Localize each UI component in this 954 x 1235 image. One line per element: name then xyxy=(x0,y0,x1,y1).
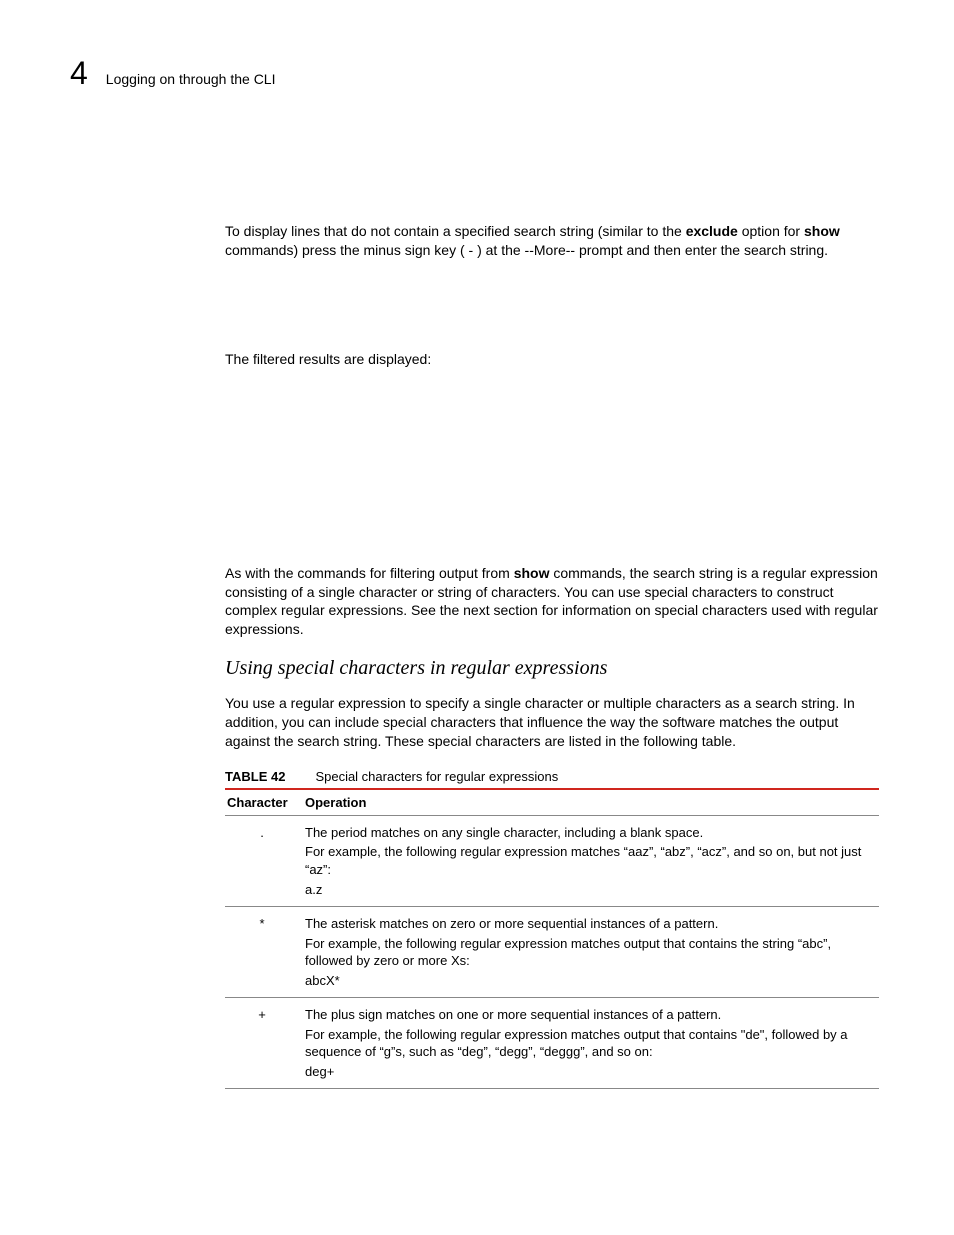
table-row: * The asterisk matches on zero or more s… xyxy=(225,907,879,998)
op-example: For example, the following regular expre… xyxy=(305,935,873,970)
op-code: deg+ xyxy=(305,1063,873,1081)
text: commands) press the minus sign key ( - )… xyxy=(225,242,828,258)
cell-operation: The asterisk matches on zero or more seq… xyxy=(303,907,879,998)
table-caption: TABLE 42 Special characters for regular e… xyxy=(225,769,879,784)
cell-char: . xyxy=(225,815,303,906)
table-header-row: Character Operation xyxy=(225,789,879,816)
op-code: a.z xyxy=(305,881,873,899)
content: To display lines that do not contain a s… xyxy=(225,222,879,1089)
op-example: For example, the following regular expre… xyxy=(305,1026,873,1061)
regex-table: Character Operation . The period matches… xyxy=(225,788,879,1090)
text: option for xyxy=(738,223,804,239)
bold-show: show xyxy=(804,223,840,239)
bold-exclude: exclude xyxy=(686,223,738,239)
paragraph-intro-regex: You use a regular expression to specify … xyxy=(225,694,879,751)
text: As with the commands for filtering outpu… xyxy=(225,565,514,581)
paragraph-show-filter: As with the commands for filtering outpu… xyxy=(225,564,879,640)
table-row: + The plus sign matches on one or more s… xyxy=(225,998,879,1089)
cell-operation: The plus sign matches on one or more seq… xyxy=(303,998,879,1089)
page: 4 Logging on through the CLI To display … xyxy=(0,0,954,1149)
paragraph-filtered: The filtered results are displayed: xyxy=(225,350,879,369)
bold-show: show xyxy=(514,565,550,581)
section-heading: Using special characters in regular expr… xyxy=(225,657,879,680)
op-text: The plus sign matches on one or more seq… xyxy=(305,1006,873,1024)
cell-char: * xyxy=(225,907,303,998)
header-title: Logging on through the CLI xyxy=(106,71,276,87)
op-example: For example, the following regular expre… xyxy=(305,843,873,878)
table-label: TABLE 42 xyxy=(225,769,285,784)
col-operation: Operation xyxy=(303,789,879,816)
cell-char: + xyxy=(225,998,303,1089)
table-row: . The period matches on any single chara… xyxy=(225,815,879,906)
op-text: The asterisk matches on zero or more seq… xyxy=(305,915,873,933)
text: To display lines that do not contain a s… xyxy=(225,223,686,239)
paragraph-exclude: To display lines that do not contain a s… xyxy=(225,222,879,260)
op-text: The period matches on any single charact… xyxy=(305,824,873,842)
op-code: abcX* xyxy=(305,972,873,990)
page-header: 4 Logging on through the CLI xyxy=(70,55,884,92)
table-title: Special characters for regular expressio… xyxy=(315,769,558,784)
cell-operation: The period matches on any single charact… xyxy=(303,815,879,906)
col-character: Character xyxy=(225,789,303,816)
chapter-number: 4 xyxy=(70,55,88,92)
